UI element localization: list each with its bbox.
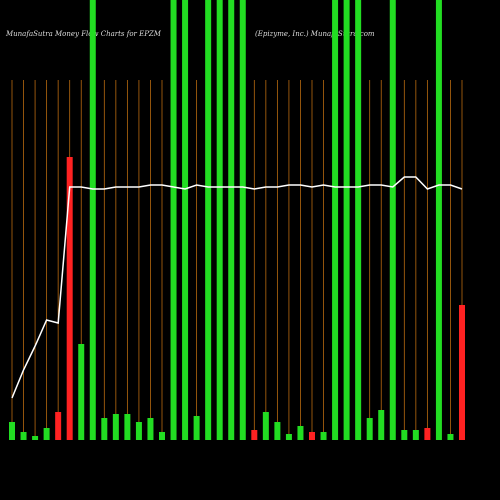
chart-title: MunafaSutra Money Flow Charts for EPZM — [5, 30, 162, 38]
bar — [159, 432, 165, 440]
bar — [343, 0, 350, 440]
bar — [447, 434, 454, 440]
bar — [101, 418, 108, 440]
bar — [66, 157, 73, 440]
bar — [124, 414, 131, 440]
bar — [43, 428, 50, 440]
bar — [20, 432, 27, 440]
bar — [274, 422, 281, 440]
bar — [216, 0, 223, 440]
bar — [309, 432, 315, 440]
bar — [435, 0, 442, 440]
bar — [297, 426, 304, 440]
bar — [251, 430, 258, 440]
bar — [401, 430, 408, 440]
bar — [239, 0, 246, 440]
bar — [32, 436, 39, 440]
bar — [55, 412, 62, 440]
bar — [78, 344, 85, 440]
bar — [389, 0, 396, 440]
bar — [262, 412, 269, 440]
bar — [205, 0, 212, 440]
bar — [182, 0, 189, 440]
bar — [366, 418, 373, 440]
bar — [332, 0, 339, 440]
bar — [147, 418, 154, 440]
bar — [355, 0, 362, 440]
bar — [412, 430, 419, 440]
chart-subtitle: (Epizyme, Inc.) MunafaSutra.com — [255, 30, 375, 38]
bar — [378, 410, 385, 440]
bar — [89, 0, 96, 440]
money-flow-line — [11, 176, 463, 399]
bar — [170, 0, 177, 440]
bar — [193, 416, 200, 440]
bar — [320, 432, 327, 440]
bar — [135, 422, 142, 440]
bar — [285, 434, 292, 440]
bar — [228, 0, 235, 440]
plot — [9, 0, 465, 440]
bar — [9, 422, 15, 440]
bar — [112, 414, 119, 440]
bar — [424, 428, 431, 440]
bar — [459, 305, 465, 440]
